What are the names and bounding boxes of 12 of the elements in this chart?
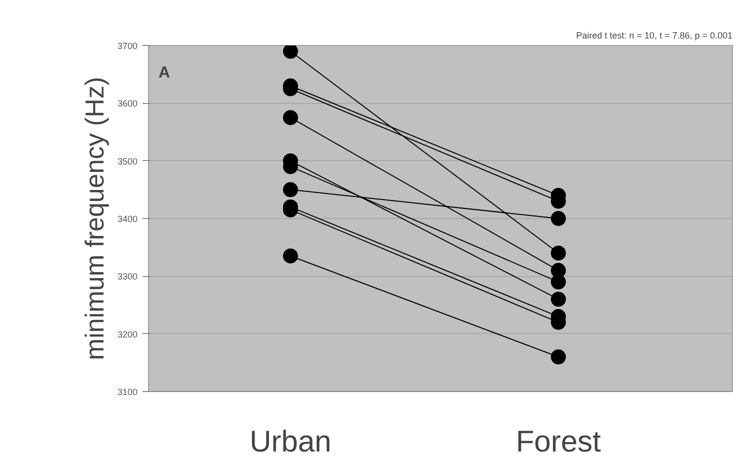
text: Paired t test: n = 10, t = 7.86, p = 0.001 (576, 30, 732, 40)
x-tick-label: Forest (516, 426, 602, 458)
y-tick-label: 3100 (117, 387, 138, 397)
y-tick-label: 3600 (117, 98, 138, 109)
y-tick-label: 3300 (117, 272, 138, 282)
annotation: A (158, 64, 170, 82)
y-tick-label: 3400 (117, 214, 138, 224)
y-tick-label: 3200 (117, 329, 138, 340)
y-tick-label: 3700 (117, 41, 138, 51)
y-tick-label: 3500 (117, 156, 138, 166)
x-tick-label: Urban (250, 426, 332, 458)
y-axis-title: minimum frequency (Hz) (79, 76, 110, 360)
